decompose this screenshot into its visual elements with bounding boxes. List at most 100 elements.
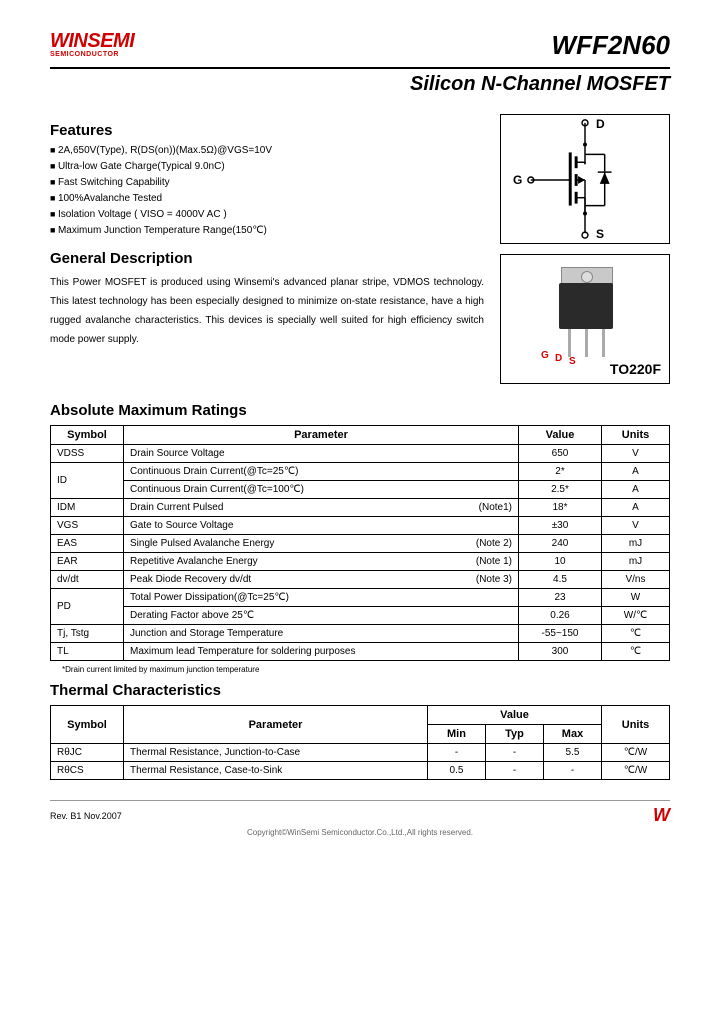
cell-value: ±30 <box>519 517 602 535</box>
cell-symbol: RθJC <box>51 744 124 762</box>
logo-text: WINSEMI <box>50 30 134 53</box>
cell-parameter: Junction and Storage Temperature <box>124 625 519 643</box>
cell-value: 300 <box>519 643 602 661</box>
pin-d-label: D <box>596 117 605 131</box>
cell-symbol: dv/dt <box>51 571 124 589</box>
feature-item: Ultra-low Gate Charge(Typical 9.0nC) <box>50 161 484 172</box>
cell-units: A <box>602 463 670 481</box>
table-row: EARRepetitive Avalanche Energy(Note 1)10… <box>51 553 670 571</box>
col-typ: Typ <box>486 725 544 744</box>
cell-units: V <box>602 517 670 535</box>
cell-min: 0.5 <box>428 762 486 780</box>
feature-item: Maximum Junction Temperature Range(150℃) <box>50 225 484 236</box>
col-symbol: Symbol <box>51 706 124 744</box>
package-label: TO220F <box>610 361 661 377</box>
thermal-table: Symbol Parameter Value Units Min Typ Max… <box>50 705 670 780</box>
cell-units: ℃ <box>602 643 670 661</box>
cell-typ: - <box>486 762 544 780</box>
cell-symbol: VGS <box>51 517 124 535</box>
cell-symbol: TL <box>51 643 124 661</box>
abs-max-footnote: *Drain current limited by maximum juncti… <box>62 665 670 674</box>
cell-value: 18* <box>519 499 602 517</box>
table-row: TLMaximum lead Temperature for soldering… <box>51 643 670 661</box>
col-symbol: Symbol <box>51 426 124 445</box>
top-content: Features 2A,650V(Type), R(DS(on))(Max.5Ω… <box>50 114 670 384</box>
mosfet-symbol-icon <box>501 115 669 243</box>
cell-units: mJ <box>602 535 670 553</box>
pin-g-label: G <box>513 173 522 187</box>
description-text: This Power MOSFET is produced using Wins… <box>50 273 484 349</box>
col-units: Units <box>602 426 670 445</box>
feature-item: 100%Avalanche Tested <box>50 193 484 204</box>
feature-item: Fast Switching Capability <box>50 177 484 188</box>
table-row: Derating Factor above 25℃0.26W/℃ <box>51 607 670 625</box>
cell-max: 5.5 <box>544 744 602 762</box>
page-container: WINSEMI SEMICONDUCTOR WFF2N60 Silicon N-… <box>0 0 720 857</box>
cell-symbol: Tj, Tstg <box>51 625 124 643</box>
feature-item: 2A,650V(Type), R(DS(on))(Max.5Ω)@VGS=10V <box>50 145 484 156</box>
cell-units: ℃ <box>602 625 670 643</box>
document-subtitle: Silicon N-Channel MOSFET <box>50 73 670 96</box>
package-photo: G D S TO220F <box>500 254 670 384</box>
cell-parameter: Thermal Resistance, Junction-to-Case <box>124 744 428 762</box>
table-row: dv/dtPeak Diode Recovery dv/dt(Note 3)4.… <box>51 571 670 589</box>
cell-value: 0.26 <box>519 607 602 625</box>
cell-units: ℃/W <box>602 762 670 780</box>
footer-row: Rev. B1 Nov.2007 W <box>50 805 670 826</box>
cell-symbol: IDM <box>51 499 124 517</box>
cell-symbol: PD <box>51 589 124 625</box>
package-lead-icon <box>602 329 605 357</box>
cell-value: 2* <box>519 463 602 481</box>
table-row: PDTotal Power Dissipation(@Tc=25℃)23W <box>51 589 670 607</box>
table-row: RθJCThermal Resistance, Junction-to-Case… <box>51 744 670 762</box>
col-parameter: Parameter <box>124 706 428 744</box>
header: WINSEMI SEMICONDUCTOR WFF2N60 <box>50 30 670 61</box>
features-heading: Features <box>50 122 484 139</box>
cell-value: 4.5 <box>519 571 602 589</box>
cell-parameter: Drain Current Pulsed(Note1) <box>124 499 519 517</box>
abs-max-table: Symbol Parameter Value Units VDSSDrain S… <box>50 425 670 661</box>
features-list: 2A,650V(Type), R(DS(on))(Max.5Ω)@VGS=10V… <box>50 145 484 236</box>
col-value: Value <box>428 706 602 725</box>
col-value: Value <box>519 426 602 445</box>
cell-symbol: VDSS <box>51 445 124 463</box>
right-column: D G S G D S TO220F <box>500 114 670 384</box>
table-row: Continuous Drain Current(@Tc=100℃)2.5*A <box>51 481 670 499</box>
cell-symbol: EAS <box>51 535 124 553</box>
pkg-pin-g: G <box>541 350 549 361</box>
description-heading: General Description <box>50 250 484 267</box>
logo-subtext: SEMICONDUCTOR <box>50 51 119 58</box>
copyright-text: Copyright©WinSemi Semiconductor.Co.,Ltd.… <box>50 828 670 837</box>
package-hole-icon <box>581 271 593 283</box>
cell-parameter: Single Pulsed Avalanche Energy(Note 2) <box>124 535 519 553</box>
table-header-row: Symbol Parameter Value Units <box>51 706 670 725</box>
left-column: Features 2A,650V(Type), R(DS(on))(Max.5Ω… <box>50 114 484 384</box>
cell-parameter: Continuous Drain Current(@Tc=25℃) <box>124 463 519 481</box>
cell-units: V/ns <box>602 571 670 589</box>
cell-parameter: Drain Source Voltage <box>124 445 519 463</box>
cell-value: 2.5* <box>519 481 602 499</box>
pkg-pin-d: D <box>555 353 562 364</box>
cell-units: A <box>602 499 670 517</box>
cell-parameter: Total Power Dissipation(@Tc=25℃) <box>124 589 519 607</box>
revision-text: Rev. B1 Nov.2007 <box>50 811 122 821</box>
cell-parameter: Peak Diode Recovery dv/dt(Note 3) <box>124 571 519 589</box>
table-row: RθCSThermal Resistance, Case-to-Sink0.5-… <box>51 762 670 780</box>
part-number: WFF2N60 <box>552 30 670 61</box>
cell-symbol: RθCS <box>51 762 124 780</box>
package-body-icon <box>559 283 613 329</box>
pkg-pin-s: S <box>569 356 576 367</box>
cell-value: 240 <box>519 535 602 553</box>
table-header-row: Symbol Parameter Value Units <box>51 426 670 445</box>
table-row: VGSGate to Source Voltage±30V <box>51 517 670 535</box>
cell-parameter: Derating Factor above 25℃ <box>124 607 519 625</box>
cell-parameter: Continuous Drain Current(@Tc=100℃) <box>124 481 519 499</box>
table-row: IDContinuous Drain Current(@Tc=25℃)2*A <box>51 463 670 481</box>
cell-symbol: ID <box>51 463 124 499</box>
package-lead-icon <box>568 329 571 357</box>
cell-parameter: Maximum lead Temperature for soldering p… <box>124 643 519 661</box>
cell-parameter: Gate to Source Voltage <box>124 517 519 535</box>
col-max: Max <box>544 725 602 744</box>
col-units: Units <box>602 706 670 744</box>
cell-max: - <box>544 762 602 780</box>
